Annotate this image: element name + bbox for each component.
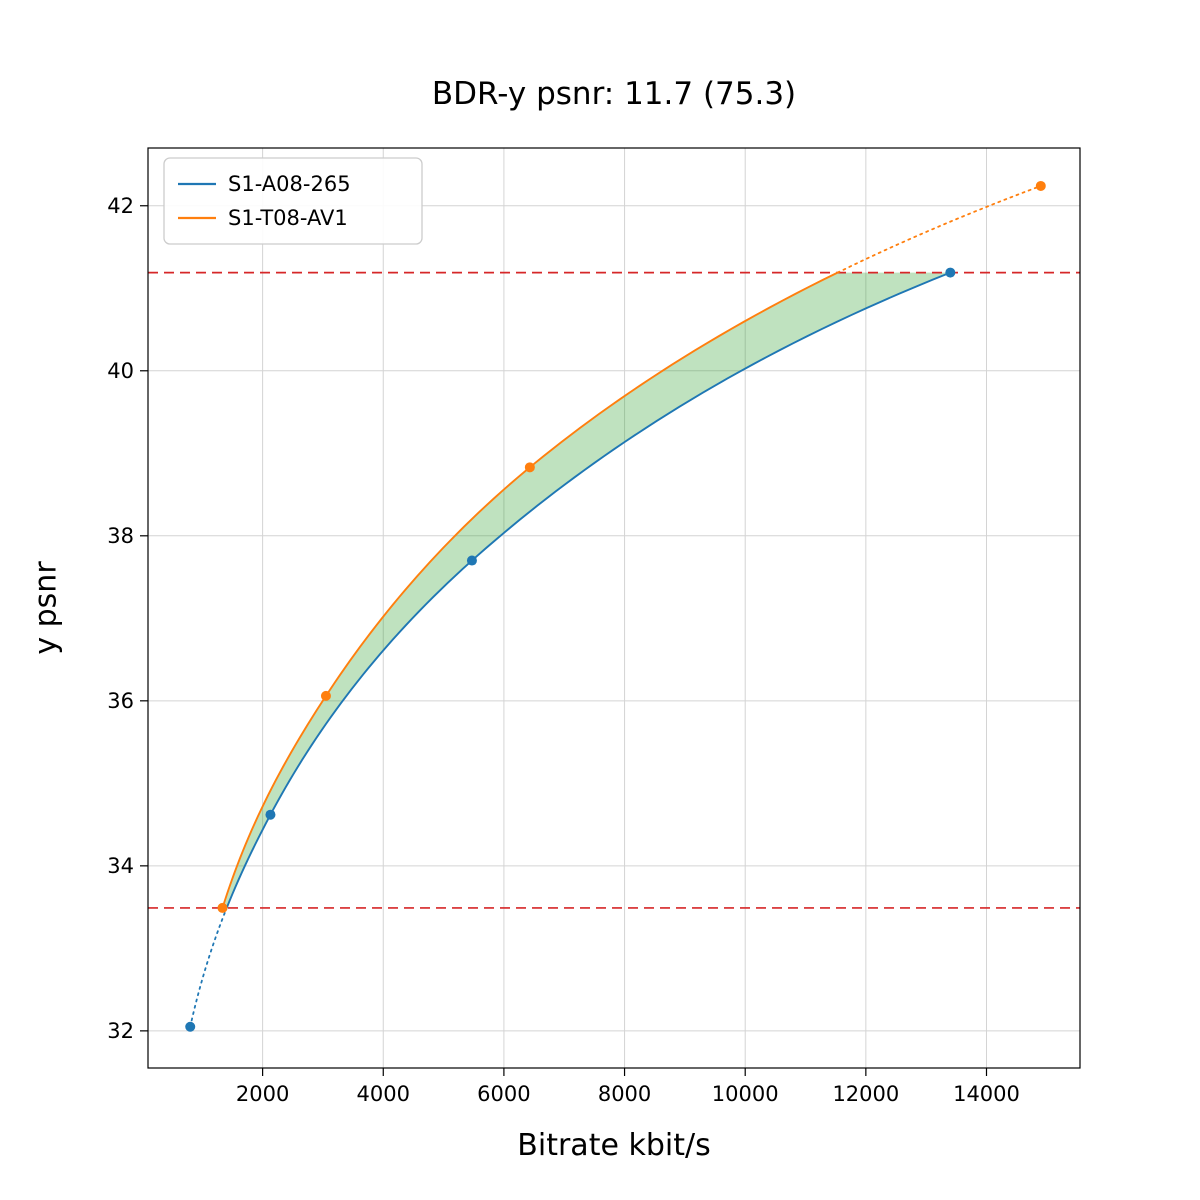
y-tick-label: 36 — [107, 689, 134, 713]
data-point-marker — [265, 809, 276, 820]
x-tick-label: 14000 — [953, 1082, 1020, 1106]
series-S1-A08-265 — [185, 267, 956, 1032]
y-tick-label: 34 — [107, 854, 134, 878]
bd-rate-shaded-area — [222, 272, 951, 908]
legend-box — [163, 157, 423, 245]
data-point-marker — [217, 902, 228, 913]
x-tick-label: 8000 — [598, 1082, 651, 1106]
x-tick-label: 6000 — [477, 1082, 530, 1106]
y-axis-label: y psnr — [28, 561, 64, 655]
legend: S1-A08-265 S1-T08-AV1 — [163, 157, 423, 245]
chart-title: BDR-y psnr: 11.7 (75.3) — [431, 76, 797, 112]
series-dotted-segment — [189, 907, 228, 1028]
x-tick-label: 10000 — [712, 1082, 779, 1106]
series-line — [225, 271, 951, 909]
data-point-marker — [524, 462, 535, 473]
data-point-marker — [1035, 180, 1046, 191]
y-tick-label: 32 — [107, 1019, 134, 1043]
data-point-marker — [185, 1021, 196, 1032]
legend-label: S1-T08-AV1 — [228, 206, 348, 230]
axis-ticks: 2000 4000 6000 8000 10000 12000 14000 32 34 36 38 4… — [107, 194, 1020, 1106]
x-tick-label: 12000 — [832, 1082, 899, 1106]
fill-between-region — [222, 272, 951, 908]
legend-label: S1-A08-265 — [228, 172, 351, 196]
data-point-marker — [466, 555, 477, 566]
plot-border — [147, 147, 1081, 1069]
x-tick-label: 2000 — [236, 1082, 289, 1106]
data-point-marker — [945, 267, 956, 278]
overlap-bound-lines — [148, 271, 1080, 909]
gridlines — [148, 148, 1080, 1068]
x-axis-label: Bitrate kbit/s — [517, 1128, 711, 1163]
x-tick-label: 4000 — [357, 1082, 410, 1106]
series-S1-T08-AV1 — [217, 180, 1046, 913]
y-tick-label: 38 — [107, 524, 134, 548]
series-line — [221, 271, 839, 909]
data-point-marker — [320, 690, 331, 701]
series-dotted-segment — [836, 185, 1042, 274]
y-tick-label: 40 — [107, 359, 134, 383]
y-tick-label: 42 — [107, 194, 134, 218]
axes-spines — [147, 147, 1081, 1069]
